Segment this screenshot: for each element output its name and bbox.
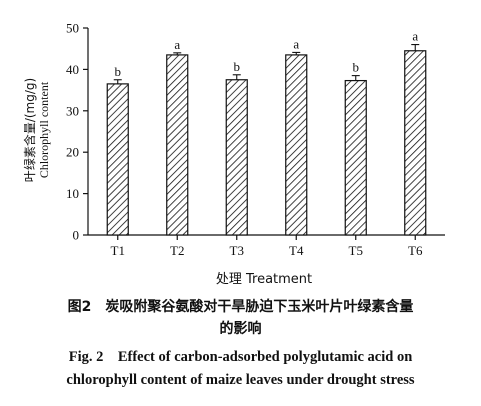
y-tick-label: 40 bbox=[66, 62, 79, 77]
bar bbox=[106, 83, 129, 236]
bar bbox=[225, 79, 248, 236]
bar bbox=[166, 54, 189, 236]
y-axis-label-en: Chlorophyll content bbox=[37, 81, 51, 178]
x-axis-label: 处理 Treatment bbox=[216, 272, 312, 287]
bar-chart: 0 10 20 30 40 50 T1 T2 T3 T4 T5 T6 b a b a b a 处理 Treat… bbox=[22, 21, 445, 287]
significance-label: b bbox=[353, 60, 360, 75]
caption-cn-line1: 图2 炭吸附聚谷氨酸对干旱胁迫下玉米叶片叶绿素含量 bbox=[67, 299, 414, 315]
x-tick-label: T1 bbox=[111, 243, 125, 258]
significance-label: b bbox=[234, 59, 241, 74]
y-tick-label: 0 bbox=[73, 228, 80, 243]
bar bbox=[344, 79, 367, 236]
bar bbox=[285, 54, 308, 236]
y-axis: 0 10 20 30 40 50 bbox=[66, 21, 89, 243]
axis-labels: 处理 Treatment 叶绿素含量/(mg/g) Chlorophyll co… bbox=[22, 78, 312, 287]
significance-label: a bbox=[174, 37, 180, 52]
caption-en-line1: Fig. 2 Effect of carbon-adsorbed polyglu… bbox=[68, 349, 413, 365]
significance-label: a bbox=[412, 29, 418, 44]
x-tick-label: T6 bbox=[408, 243, 423, 258]
x-tick-label: T3 bbox=[230, 243, 244, 258]
bars: b a b a b a bbox=[106, 29, 427, 236]
x-axis: T1 T2 T3 T4 T5 T6 bbox=[88, 234, 445, 258]
caption-cn-line2: 的影响 bbox=[219, 321, 262, 337]
y-axis-label-cn: 叶绿素含量/(mg/g) bbox=[22, 78, 37, 182]
significance-label: b bbox=[115, 64, 122, 79]
x-tick-label: T4 bbox=[289, 243, 304, 258]
y-tick-label: 30 bbox=[66, 103, 79, 118]
caption-en-line2: chlorophyll content of maize leaves unde… bbox=[66, 372, 415, 388]
y-tick-label: 20 bbox=[66, 145, 79, 160]
significance-label: a bbox=[293, 36, 299, 51]
bar bbox=[404, 50, 427, 236]
x-tick-label: T5 bbox=[349, 243, 363, 258]
x-tick-label: T2 bbox=[170, 243, 184, 258]
y-tick-label: 50 bbox=[66, 21, 79, 36]
y-tick-label: 10 bbox=[66, 186, 79, 201]
